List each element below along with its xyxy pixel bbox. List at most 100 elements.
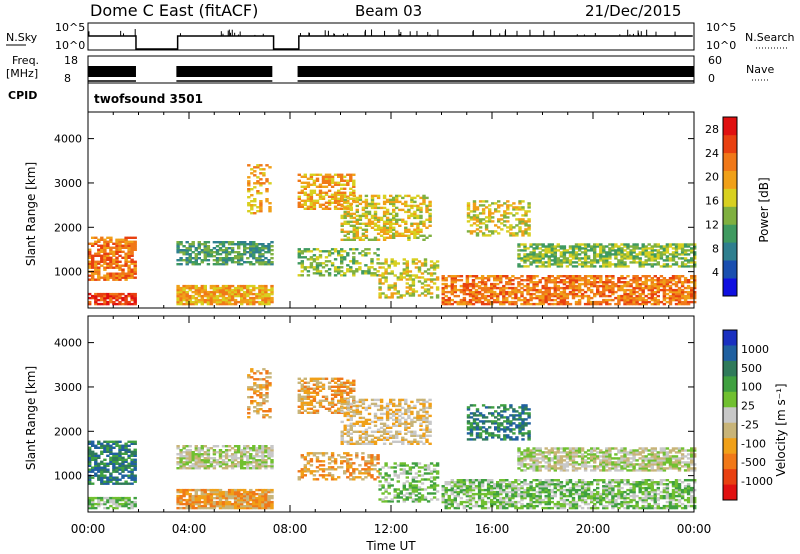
heatmap-cell <box>656 288 660 292</box>
heatmap-cell <box>221 492 226 496</box>
heatmap-cell <box>674 302 679 306</box>
heatmap-cell <box>133 452 137 455</box>
heatmap-cell <box>203 490 207 494</box>
heatmap-cell <box>249 284 253 288</box>
heatmap-cell <box>327 179 332 182</box>
heatmap-cell <box>441 290 445 294</box>
heatmap-cell <box>188 494 192 498</box>
heatmap-cell <box>517 257 521 260</box>
heatmap-cell <box>337 183 341 186</box>
heatmap-cell <box>562 286 567 290</box>
heatmap-cell <box>407 194 411 198</box>
heatmap-cell <box>614 284 618 288</box>
heatmap-cell <box>327 268 332 271</box>
heatmap-cell <box>680 284 685 288</box>
heatmap-cell <box>416 208 420 212</box>
heatmap-cell <box>355 420 359 424</box>
heatmap-cell <box>656 286 660 290</box>
heatmap-cell <box>385 228 390 231</box>
heatmap-cell <box>133 276 137 279</box>
heatmap-cell <box>518 200 522 203</box>
heatmap-cell <box>127 502 131 506</box>
heatmap-cell <box>511 288 515 292</box>
heatmap-cell <box>373 414 378 418</box>
heatmap-cell <box>109 294 113 298</box>
heatmap-cell <box>472 200 477 203</box>
heatmap-cell <box>524 228 528 231</box>
heatmap-cell <box>390 292 394 295</box>
heatmap-cell <box>638 257 642 260</box>
heatmap-cell <box>230 453 235 456</box>
heatmap-cell <box>203 257 207 260</box>
heatmap-cell <box>258 506 262 510</box>
heatmap-cell <box>340 228 344 231</box>
heatmap-cell <box>559 290 564 294</box>
heatmap-cell <box>586 298 591 302</box>
heatmap-cell <box>112 272 116 275</box>
heatmap-cell <box>256 402 260 405</box>
heatmap-cell <box>568 245 573 248</box>
heatmap-cell <box>620 251 624 254</box>
heatmap-cell <box>255 498 259 502</box>
heatmap-cell <box>544 300 548 304</box>
heatmap-cell <box>644 300 648 304</box>
heatmap-cell <box>404 194 408 198</box>
heatmap-cell <box>665 263 670 266</box>
heatmap-cell <box>218 496 223 500</box>
heatmap-cell <box>428 204 432 208</box>
heatmap-cell <box>538 257 542 260</box>
heatmap-cell <box>683 281 688 284</box>
heatmap-cell <box>398 234 402 237</box>
heatmap-cell <box>297 195 301 198</box>
heatmap-cell <box>653 290 657 294</box>
heatmap-cell <box>644 261 648 264</box>
heatmap-cell <box>352 236 356 239</box>
heatmap-cell <box>635 286 639 290</box>
heatmap-cell <box>194 286 198 290</box>
heatmap-cell <box>264 465 268 468</box>
heatmap-cell <box>194 490 198 494</box>
heatmap-cell <box>221 286 226 290</box>
heatmap-cell <box>115 266 119 269</box>
heatmap-cell <box>550 263 554 266</box>
heatmap-cell <box>270 463 274 466</box>
heatmap-cell <box>340 191 344 194</box>
heatmap-cell <box>224 453 229 456</box>
heatmap-cell <box>346 379 350 382</box>
heatmap-cell <box>367 460 371 463</box>
heatmap-cell <box>237 251 241 254</box>
heatmap-cell <box>212 453 217 456</box>
heatmap-cell <box>300 199 304 202</box>
heatmap-cell <box>227 302 232 306</box>
heatmap-cell <box>355 214 359 218</box>
heatmap-cell <box>635 277 639 280</box>
heatmap-cell <box>550 279 554 282</box>
heatmap-cell <box>215 451 220 454</box>
heatmap-cell <box>674 298 679 302</box>
heatmap-cell <box>496 275 500 278</box>
heatmap-cell <box>611 284 615 288</box>
heatmap-cell <box>355 198 359 202</box>
heatmap-cell <box>247 182 251 185</box>
heatmap-cell <box>267 251 271 254</box>
heatmap-cell <box>404 220 408 223</box>
heatmap-cell <box>261 290 265 294</box>
heatmap-cell <box>97 464 101 467</box>
power-colorbar-segment <box>723 278 737 297</box>
heatmap-cell <box>617 247 621 250</box>
heatmap-cell <box>553 294 557 298</box>
heatmap-cell <box>121 498 125 502</box>
heatmap-cell <box>91 458 95 461</box>
heatmap-cell <box>327 456 332 459</box>
heatmap-cell <box>340 420 344 424</box>
heatmap-cell <box>488 212 492 215</box>
heatmap-cell <box>450 288 454 292</box>
heatmap-cell <box>580 247 585 250</box>
heatmap-cell <box>524 220 528 223</box>
heatmap-cell <box>124 262 128 265</box>
heatmap-cell <box>346 214 350 218</box>
heatmap-cell <box>556 243 560 246</box>
heatmap-cell <box>206 465 211 468</box>
heatmap-cell <box>218 504 223 508</box>
heatmap-cell <box>620 294 624 298</box>
